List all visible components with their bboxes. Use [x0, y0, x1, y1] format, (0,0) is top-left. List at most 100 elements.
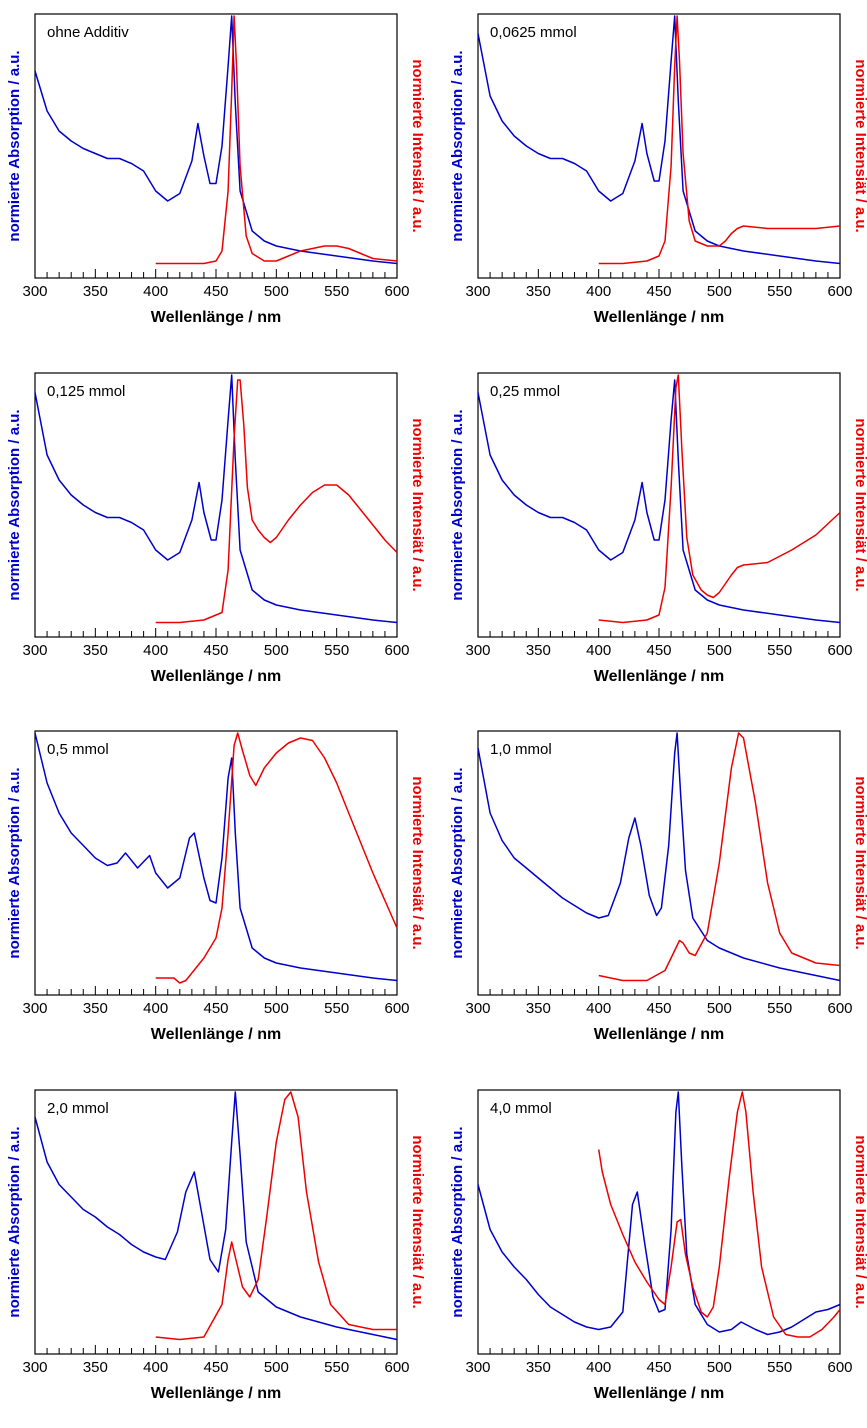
x-tick-label: 550	[767, 1359, 792, 1376]
x-tick-label: 400	[143, 283, 168, 300]
x-tick-label: 450	[646, 1000, 671, 1017]
plot-frame	[477, 730, 841, 996]
emission-line	[155, 732, 398, 984]
x-axis-title: Wellenlänge / nm	[151, 1026, 281, 1043]
x-tick-label: 450	[203, 1359, 228, 1376]
plot-frame	[34, 13, 398, 279]
y-axis-title-absorption: normierte Absorption / a.u.	[449, 1126, 466, 1317]
x-tick-label: 450	[203, 1000, 228, 1017]
y-axis-title-intensity: normierte Intensiät / a.u.	[409, 776, 426, 949]
x-tick-label: 550	[324, 1000, 349, 1017]
emission-line	[598, 732, 841, 982]
y-axis-title-intensity: normierte Intensiät / a.u.	[409, 59, 426, 232]
x-tick-label: 600	[384, 1000, 409, 1017]
y-axis-title-absorption: normierte Absorption / a.u.	[449, 409, 466, 600]
chart-panel-3: 300 350 400 450 500 550 600 Wellenlänge / nm nor…	[6, 372, 426, 685]
x-tick-label: 300	[22, 642, 47, 659]
emission-line	[155, 1091, 397, 1341]
x-tick-label: 500	[707, 283, 732, 300]
x-tick-label: 350	[526, 1000, 551, 1017]
y-axis-title-absorption: normierte Absorption / a.u.	[6, 50, 23, 241]
x-tick-label: 550	[767, 642, 792, 659]
y-axis-title-intensity: normierte Intensiät / a.u.	[852, 1135, 867, 1308]
x-tick-label: 350	[83, 1000, 108, 1017]
plot-frame	[34, 372, 398, 638]
x-axis-title: Wellenlänge / nm	[594, 1385, 724, 1402]
x-tick-label: 600	[384, 1359, 409, 1376]
plot-frame	[477, 372, 841, 638]
emission-line	[155, 379, 398, 624]
x-tick-label: 300	[22, 1000, 47, 1017]
x-tick-label: 550	[767, 283, 792, 300]
x-tick-label: 550	[324, 642, 349, 659]
y-axis-title-intensity: normierte Intensiät / a.u.	[409, 418, 426, 591]
panel-label: 2,0 mmol	[47, 1100, 109, 1117]
absorption-line	[477, 1091, 841, 1336]
absorption-line	[34, 1091, 398, 1341]
x-tick-label: 500	[707, 1359, 732, 1376]
emission-line	[598, 374, 841, 624]
y-axis-title-absorption: normierte Absorption / a.u.	[6, 409, 23, 600]
x-tick-label: 400	[586, 283, 611, 300]
x-tick-label: 400	[143, 1000, 168, 1017]
x-tick-label: 500	[707, 642, 732, 659]
emission-line	[598, 15, 841, 265]
x-tick-label: 350	[83, 642, 108, 659]
x-tick-label: 400	[586, 1000, 611, 1017]
x-tick-label: 600	[827, 283, 852, 300]
x-tick-label: 300	[465, 1359, 490, 1376]
x-axis-title: Wellenlänge / nm	[594, 1026, 724, 1043]
x-tick-label: 450	[646, 642, 671, 659]
x-tick-label: 600	[827, 1000, 852, 1017]
x-tick-label: 450	[203, 283, 228, 300]
x-tick-label: 600	[384, 642, 409, 659]
absorption-line	[34, 374, 398, 624]
x-tick-label: 300	[465, 283, 490, 300]
y-axis-title-intensity: normierte Intensiät / a.u.	[852, 776, 867, 949]
chart-panel-5: 300 350 400 450 500 550 600 Wellenlänge / nm nor…	[6, 730, 426, 1043]
x-axis-title: Wellenlänge / nm	[151, 668, 281, 685]
y-axis-title-absorption: normierte Absorption / a.u.	[449, 50, 466, 241]
panel-label: ohne Additiv	[47, 24, 129, 41]
absorption-line	[477, 379, 841, 624]
chart-panel-8: 300 350 400 450 500 550 600 Wellenlänge / nm nor…	[449, 1089, 867, 1402]
x-tick-label: 400	[586, 642, 611, 659]
x-tick-label: 600	[827, 642, 852, 659]
y-axis-title-intensity: normierte Intensiät / a.u.	[852, 59, 867, 232]
x-tick-label: 350	[526, 1359, 551, 1376]
x-tick-label: 450	[646, 1359, 671, 1376]
panel-label: 0,125 mmol	[47, 383, 125, 400]
x-tick-label: 550	[324, 283, 349, 300]
x-axis-title: Wellenlänge / nm	[594, 668, 724, 685]
emission-line	[597, 1091, 841, 1338]
x-tick-label: 500	[264, 1000, 289, 1017]
x-tick-label: 500	[264, 1359, 289, 1376]
chart-panel-7: 300 350 400 450 500 550 600 Wellenlänge / nm nor…	[6, 1089, 426, 1402]
x-axis-title: Wellenlänge / nm	[151, 1385, 281, 1402]
x-tick-label: 350	[83, 1359, 108, 1376]
x-tick-label: 350	[526, 642, 551, 659]
x-tick-label: 400	[143, 1359, 168, 1376]
x-tick-label: 300	[465, 1000, 490, 1017]
x-tick-label: 300	[22, 283, 47, 300]
panel-label: 0,5 mmol	[47, 741, 109, 758]
x-axis-title: Wellenlänge / nm	[594, 309, 724, 326]
x-tick-label: 450	[203, 642, 228, 659]
chart-panel-2: 300 350 400 450 500 550 600 Wellenlänge / nm nor…	[449, 13, 867, 326]
x-tick-label: 350	[526, 283, 551, 300]
plot-frame	[477, 13, 841, 279]
y-axis-title-absorption: normierte Absorption / a.u.	[6, 767, 23, 958]
y-axis-title-intensity: normierte Intensiät / a.u.	[409, 1135, 426, 1308]
y-axis-title-absorption: normierte Absorption / a.u.	[6, 1126, 23, 1317]
panel-label: 0,25 mmol	[490, 383, 560, 400]
y-axis-title-absorption: normierte Absorption / a.u.	[449, 767, 466, 958]
absorption-line	[477, 15, 841, 265]
x-tick-label: 600	[827, 1359, 852, 1376]
absorption-line	[34, 732, 398, 982]
panel-label: 1,0 mmol	[490, 741, 552, 758]
x-tick-label: 500	[707, 1000, 732, 1017]
chart-panel-6: 300 350 400 450 500 550 600 Wellenlänge / nm nor…	[449, 730, 867, 1043]
x-tick-label: 300	[465, 642, 490, 659]
x-tick-label: 500	[264, 283, 289, 300]
